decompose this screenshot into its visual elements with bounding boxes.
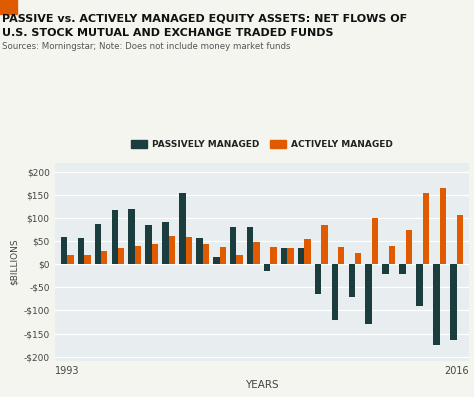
Bar	[237, 255, 243, 264]
Bar	[416, 264, 423, 306]
Bar	[146, 225, 152, 264]
Bar	[61, 237, 67, 264]
Bar	[186, 237, 192, 264]
Bar	[247, 227, 254, 264]
Bar	[406, 230, 412, 264]
Bar	[230, 227, 237, 264]
Bar	[128, 209, 135, 264]
Bar	[423, 193, 429, 264]
Bar	[179, 193, 186, 264]
Bar	[315, 264, 321, 294]
Bar	[213, 257, 219, 264]
Bar	[383, 264, 389, 274]
Bar	[270, 247, 277, 264]
Bar	[84, 255, 91, 264]
Bar	[162, 222, 169, 264]
Bar	[372, 218, 378, 264]
Bar	[456, 215, 463, 264]
Y-axis label: $BILLIONS: $BILLIONS	[10, 239, 19, 285]
Text: PASSIVE vs. ACTIVELY MANAGED EQUITY ASSETS: NET FLOWS OF: PASSIVE vs. ACTIVELY MANAGED EQUITY ASSE…	[2, 14, 408, 24]
Bar	[202, 245, 209, 264]
Bar	[111, 210, 118, 264]
Bar	[196, 237, 202, 264]
Bar	[355, 253, 361, 264]
Bar	[298, 248, 304, 264]
Bar	[281, 248, 287, 264]
Bar	[389, 246, 395, 264]
Bar	[450, 264, 456, 339]
Legend: PASSIVELY MANAGED, ACTIVELY MANAGED: PASSIVELY MANAGED, ACTIVELY MANAGED	[128, 137, 396, 153]
Bar	[321, 225, 328, 264]
Bar	[118, 248, 124, 264]
Bar	[254, 242, 260, 264]
Bar	[67, 255, 73, 264]
Bar	[332, 264, 338, 320]
Text: Sources: Morningstar; Note: Does not include money market funds: Sources: Morningstar; Note: Does not inc…	[2, 42, 291, 51]
X-axis label: YEARS: YEARS	[245, 380, 279, 390]
Bar	[348, 264, 355, 297]
Bar	[78, 237, 84, 264]
Bar	[152, 243, 158, 264]
Bar	[439, 188, 446, 264]
Bar	[304, 239, 310, 264]
Bar	[101, 251, 108, 264]
Bar	[338, 247, 345, 264]
Bar	[95, 224, 101, 264]
Bar	[399, 264, 406, 274]
Bar	[219, 247, 226, 264]
Bar	[365, 264, 372, 324]
Bar	[264, 264, 270, 271]
Bar	[135, 246, 141, 264]
Bar	[433, 264, 439, 345]
Text: U.S. STOCK MUTUAL AND EXCHANGE TRADED FUNDS: U.S. STOCK MUTUAL AND EXCHANGE TRADED FU…	[2, 28, 334, 38]
Bar	[287, 248, 294, 264]
Bar	[169, 236, 175, 264]
